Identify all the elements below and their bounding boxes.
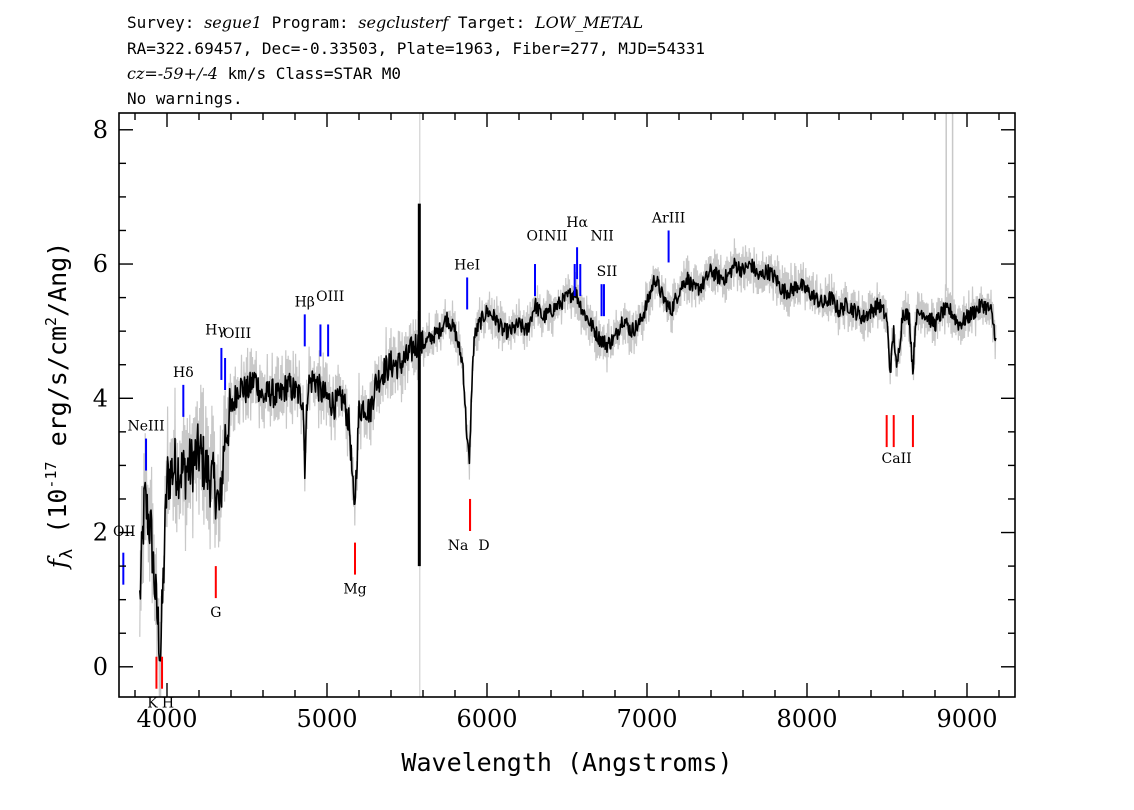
line-label-hγ: Hγ [205,323,226,339]
line-label-neiii: NeIII [127,419,164,435]
line-label-mg: Mg [343,582,366,598]
header-redshift-line: cz=-59+/-4 km/s Class=STAR M0 [127,64,401,83]
line-label-oi: OI [526,229,543,245]
x-tick-label: 5000 [296,705,357,733]
spectrum-traces [139,113,997,697]
flux-line [139,257,997,662]
x-tick-label: 6000 [456,705,517,733]
x-tick-label: 8000 [776,705,837,733]
header-survey-line: Survey: segue1 Program: segclusterf Targ… [127,13,643,32]
y-tick-label: 8 [93,116,108,144]
axis-labels: Wavelength (Angstroms) fλ (10-17 erg/s/c… [42,242,733,777]
line-label-hα: Hα [566,215,588,231]
y-tick-label: 2 [93,519,108,547]
line-label-g: G [210,605,221,621]
axes: 4000 5000 6000 7000 8000 9000 0 2 4 6 8 [93,112,1016,733]
line-label-nii: NII [544,229,567,245]
y-tick-label: 4 [93,384,108,412]
line-label-caii: CaII [882,451,912,467]
x-tick-label: 9000 [936,705,997,733]
y-axis-label: fλ (10-17 erg/s/cm2/Ang) [42,242,77,571]
line-label-na: Na [448,538,469,554]
line-label-oiii: OIII [223,326,251,342]
line-label-h: H [162,696,174,712]
y-tick-label: 0 [93,653,108,681]
line-label-oiii: OIII [316,289,344,305]
chart-header: Survey: segue1 Program: segclusterf Targ… [127,13,705,108]
header-coordinates-line: RA=322.69457, Dec=-0.33503, Plate=1963, … [127,39,705,58]
header-warnings-line: No warnings. [127,89,243,108]
line-label-hβ: Hβ [295,294,315,310]
line-label-nii: NII [591,229,614,245]
line-label-k: K [147,696,158,712]
line-label-sii: SII [597,264,618,280]
plot-frame [118,112,1016,698]
x-axis-label: Wavelength (Angstroms) [401,748,732,777]
line-label-hδ: Hδ [173,365,194,381]
x-tick-label: 4000 [136,705,197,733]
line-label-hei: HeI [454,257,480,273]
line-label-ariii: ArIII [651,210,685,226]
line-label-d: D [478,538,489,554]
y-tick-label: 6 [93,250,108,278]
x-tick-label: 7000 [616,705,677,733]
error-trace [139,238,997,697]
